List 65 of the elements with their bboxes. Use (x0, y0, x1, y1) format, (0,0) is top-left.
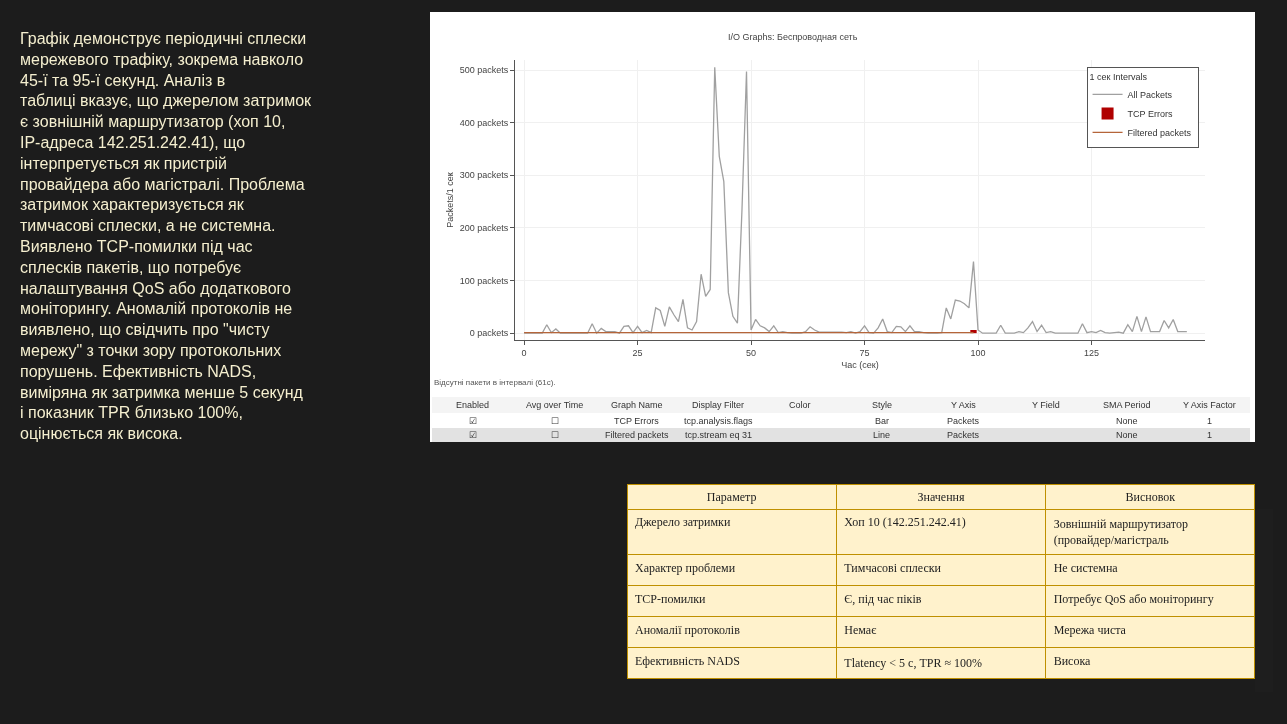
text: Packets (947, 416, 980, 426)
text: SMA Period (1103, 400, 1151, 410)
text: Y Axis Factor (1183, 400, 1236, 410)
text: 1 (1207, 416, 1213, 426)
y-tick-label: 300 packets (459, 170, 509, 181)
x-tick-label: 50 (746, 347, 757, 358)
text: Параметр (706, 490, 757, 504)
text: ☑ (469, 416, 477, 426)
text: ☐ (551, 416, 559, 426)
y-axis-title: Packets/1 сек (445, 172, 455, 228)
text: Y Field (1032, 400, 1060, 410)
text: Зовнішній маршрутизатор (провайдер/магістраль (1053, 517, 1188, 547)
text: Тимчасові сплески (844, 560, 942, 575)
x-axis-title: Час (сек) (841, 359, 879, 370)
text: TCP-помилки (635, 591, 707, 606)
legend-label: TCP Errors (1127, 108, 1173, 119)
text: None (1116, 430, 1138, 440)
text: Висновок (1125, 490, 1176, 504)
text: Графік демонструє періодичні сплески мережевого трафіку, зокрема навколо 45-ї та 95-ї секунд. Аналіз в таблиці вказує, що джерелом затримок є зовнішній маршрутизатор (хоп 10, IP-адреса 142.251.242.41), що інтерпретується як пристрій провайдера або магістралі. Проблема затримок характеризується як тимчасові сплески, а не системна. Виявлено TCP-помилки під час сплесків пакетів, що потребує налаштування QoS або додаткового моніторингу. Аномалій протоколів не виявлено, що свідчить про "чисту мережу" з точки зору протокольних порушень. Ефективність NADS, виміряна як затримка менше 5 секунд і показник TPR близько 100%, оцінюється як висока. (20, 30, 312, 443)
text: Filtered packets (605, 430, 670, 440)
text: Enabled (456, 400, 490, 410)
chart-title: I/O Graphs: Беспроводная сеть (728, 32, 858, 42)
y-tick-label: 100 packets (459, 275, 509, 286)
text: Bar (875, 416, 890, 426)
text: Є, під час піків (844, 591, 922, 606)
y-tick-label: 400 packets (459, 117, 509, 128)
text: Style (872, 400, 893, 410)
x-tick-label: 75 (859, 347, 870, 358)
x-tick-label: 0 (521, 347, 527, 358)
text: Line (873, 430, 891, 440)
text: Color (789, 400, 811, 410)
text: Хоп 10 (142.251.242.41) (844, 515, 966, 529)
y-tick-label: 500 packets (459, 65, 509, 76)
text: Display Filter (692, 400, 745, 410)
legend-label: Filtered packets (1127, 127, 1192, 138)
text: Джерело затримки (635, 515, 731, 529)
x-tick-label: 125 (1083, 347, 1100, 358)
legend-label: All Packets (1127, 89, 1173, 100)
text: ☐ (551, 430, 559, 440)
y-tick-label: 0 packets (469, 328, 509, 339)
text: Мережа чиста (1053, 622, 1127, 637)
text: Немає (844, 622, 877, 637)
text: tcp.stream eq 31 (685, 430, 753, 440)
text: Висока (1053, 653, 1092, 668)
text: Тlatency < 5 с, TPR ≈ 100% (844, 655, 983, 670)
text: ☑ (469, 430, 477, 440)
text: Не системна (1053, 560, 1119, 575)
text: Packets (947, 430, 980, 440)
x-tick-label: 25 (632, 347, 643, 358)
text: Avg over Time (526, 400, 584, 410)
text: Потребує QoS або моніторингу (1053, 591, 1214, 606)
text: tcp.analysis.flags (684, 416, 754, 426)
text: 1 (1207, 430, 1213, 440)
text: Ефективність NADS (635, 653, 740, 668)
text: None (1116, 416, 1138, 426)
legend-title: 1 сек Intervals (1089, 71, 1148, 82)
text: Значення (917, 490, 965, 504)
text: Характер проблеми (635, 560, 736, 575)
x-tick-label: 100 (970, 347, 986, 358)
text: Graph Name (611, 400, 663, 410)
text: TCP Errors (614, 416, 660, 426)
text: Відсутні пакети в інтервалі (61с). (434, 378, 556, 387)
text: Y Axis (951, 400, 977, 410)
text: Аномалії протоколів (635, 622, 741, 637)
y-tick-label: 200 packets (459, 223, 509, 234)
